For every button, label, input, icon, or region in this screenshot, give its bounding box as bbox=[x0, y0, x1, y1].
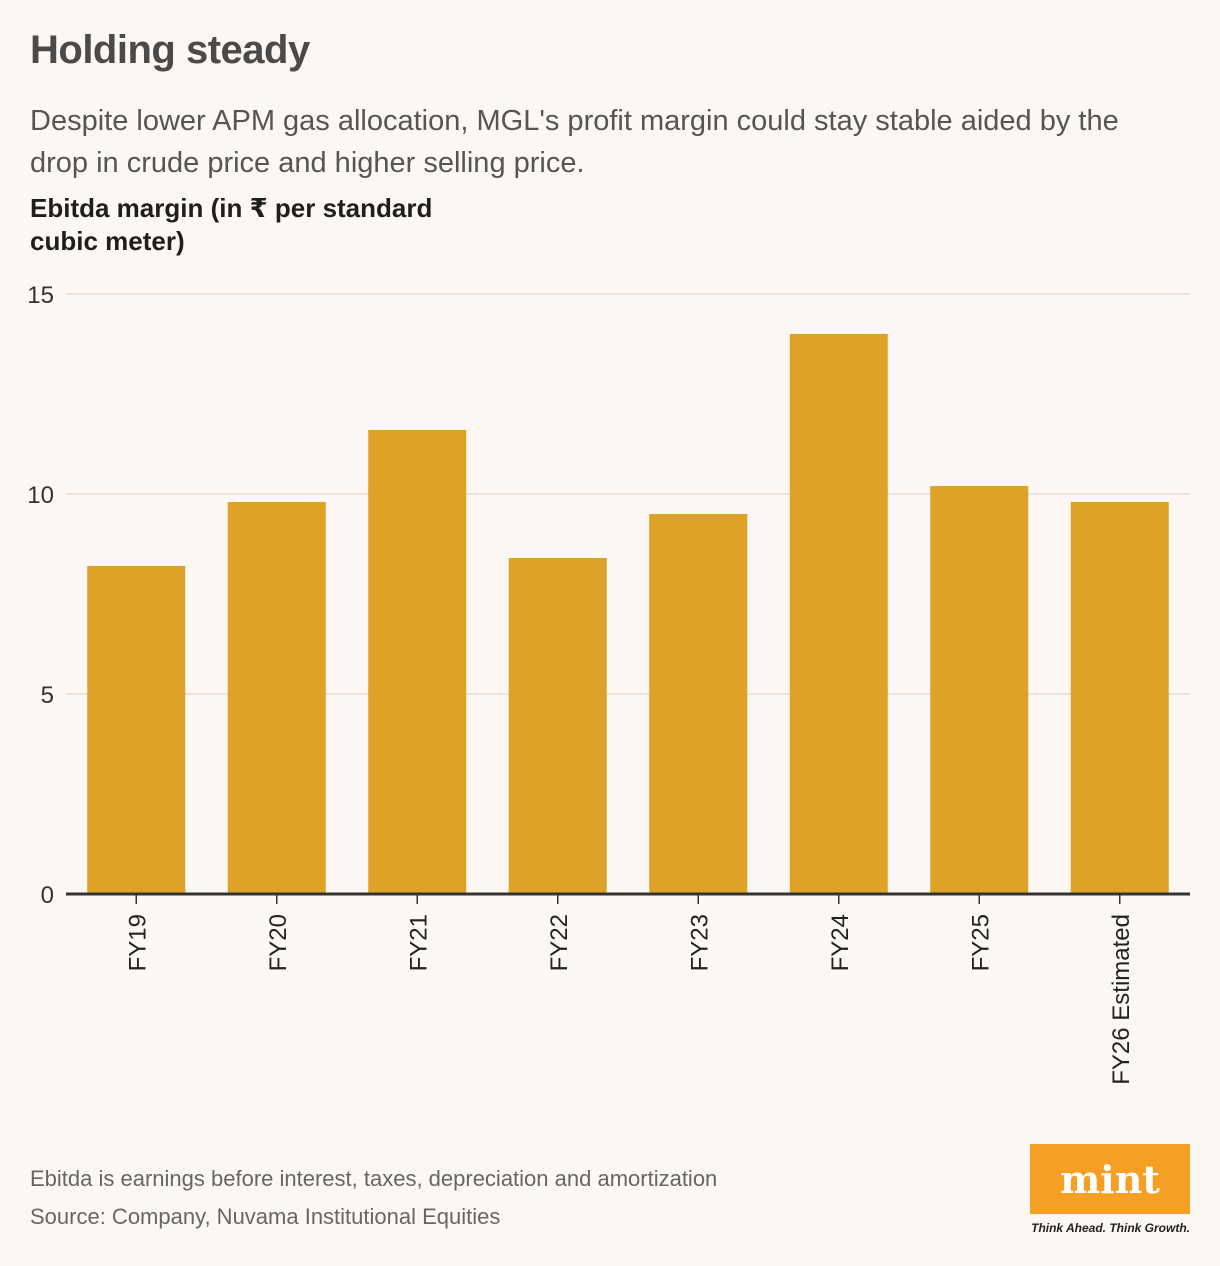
bar-fy24 bbox=[789, 334, 888, 894]
y-tick-label: 10 bbox=[27, 482, 54, 509]
source-note: Source: Company, Nuvama Institutional Eq… bbox=[30, 1204, 501, 1229]
y-tick-label: 15 bbox=[27, 282, 54, 309]
footnote: Ebitda is earnings before interest, taxe… bbox=[30, 1166, 718, 1191]
y-axis-unit-label: Ebitda margin (in ₹ per standard cubic m… bbox=[30, 193, 433, 256]
bar-fy20 bbox=[227, 502, 326, 894]
brand-tagline: Think Ahead. Think Growth. bbox=[1031, 1221, 1190, 1235]
bar-fy19 bbox=[87, 566, 186, 894]
x-tick-label: FY26 Estimated bbox=[1108, 914, 1135, 1085]
bar-fy22 bbox=[508, 558, 607, 894]
bar-fy23 bbox=[649, 514, 748, 894]
y-tick-label: 0 bbox=[41, 882, 54, 909]
chart-title: Holding steady bbox=[30, 28, 310, 72]
chart-subtitle: Despite lower APM gas allocation, MGL's … bbox=[30, 105, 1119, 179]
x-tick-label: FY22 bbox=[546, 914, 573, 971]
x-tick-label: FY21 bbox=[405, 914, 432, 971]
y-tick-label: 5 bbox=[41, 682, 54, 709]
x-tick-label: FY20 bbox=[265, 914, 292, 971]
logo-text: mint bbox=[1060, 1156, 1160, 1202]
x-tick-label: FY24 bbox=[827, 914, 854, 971]
mint-logo: mint bbox=[1030, 1144, 1190, 1214]
bar-fy25 bbox=[930, 486, 1029, 894]
bar-fy26-estimated bbox=[1070, 502, 1169, 894]
x-tick-label: FY19 bbox=[124, 914, 151, 971]
bar-fy21 bbox=[368, 430, 467, 894]
x-tick-label: FY25 bbox=[967, 914, 994, 971]
x-tick-label: FY23 bbox=[686, 914, 713, 971]
bar-chart: 0 5 10 15 FY19 FY20 FY21 FY22 FY23 FY24 FY25 FY26 E… bbox=[27, 282, 1190, 1085]
